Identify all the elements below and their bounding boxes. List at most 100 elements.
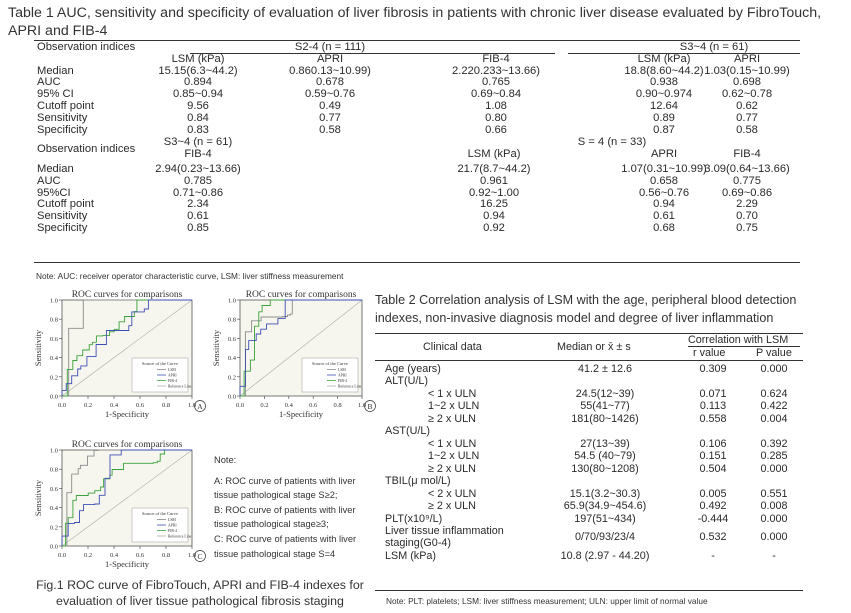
table1-row: Cutoff point 9.56 0.49 1.08 12.64 0.62 [34, 100, 800, 112]
legend-entry: LSM [168, 518, 176, 522]
figure-note-line: A: ROC curve of patients with liver [214, 475, 356, 486]
table1-group-header: S2-4 (n = 111) [294, 41, 366, 53]
table2-median-cell: 130(80~1208) [571, 462, 639, 475]
legend-title: Source of the Curve [142, 511, 178, 516]
figure1: ROC curves for comparisons 1.0 0.8 0.6 0.4 0.… [30, 286, 376, 576]
table1-cell: 0.90~0.974 [635, 88, 693, 101]
table1-header-groups: Observation indices S2-4 (n = 111) S3~4 (n… [34, 41, 800, 53]
x-axis-label: 1-Specificity [105, 559, 150, 569]
legend-entry: FIB-4 [338, 379, 347, 383]
x-tick-label: 0.6 [309, 402, 318, 409]
table1-top-rule [34, 40, 800, 41]
table2-r-cell: 0.309 [699, 362, 727, 375]
table2-bottom-rule [375, 590, 803, 591]
table1-cell: 21.7(8.7~44.2) [457, 163, 531, 175]
legend-entry: LSM [168, 368, 176, 372]
table2-p-header: P value [756, 347, 792, 359]
table1-cell: 0.89 [653, 111, 675, 124]
figure-note-line: Note: [214, 455, 237, 465]
table2-row-label: ≥ 2 x ULN [428, 462, 476, 475]
table1-row-label: Median [37, 64, 74, 77]
y-tick-label: 0.0 [50, 394, 58, 401]
y-tick-label: 0.8 [50, 467, 58, 474]
table1-note: Note: AUC: receiver operator characteris… [36, 271, 344, 281]
table1-cell: 0.77 [736, 111, 758, 124]
table2-row: < 1 x ULN 27(13~39) 0.106 0.392 [375, 438, 803, 450]
table1-row-label: Specificity [37, 222, 88, 234]
roc-plot-b: ROC curves for comparisons 1.0 0.8 0.6 0.4 0.… [211, 289, 376, 419]
table2-p-cell: - [772, 549, 776, 562]
table1-cell: 0.68 [653, 222, 675, 234]
table2-corr-header: Correlation with LSM [688, 334, 789, 346]
table1-row: Sensitivity 0.61 0.94 0.61 0.70 [34, 210, 800, 222]
table1-cell: 0.84 [187, 111, 209, 124]
table2-row-label: LSM (kPa) [385, 549, 436, 562]
table1-cell: 16.25 [480, 198, 508, 211]
table2-row-label: PLT(x10⁹/L) [385, 512, 443, 525]
table1-cell: 0.860.13~10.99) [289, 64, 371, 77]
table1-row: Specificity 0.85 0.92 0.68 0.75 [34, 222, 800, 234]
table1-cell: 12.64 [650, 100, 678, 112]
table2-median-cell: 41.2 ± 12.6 [578, 362, 632, 375]
table1-group-header: S3~4 (n = 61) [679, 41, 749, 53]
x-tick-label: 1.0 [358, 402, 366, 409]
x-tick-label: 0.6 [136, 402, 145, 409]
table1-cell: 0.785 [184, 174, 212, 187]
table1-row: 95% CI 0.85~0.94 0.59~0.76 0.69~0.84 0.90~0.… [34, 88, 800, 100]
y-tick-label: 0.2 [228, 374, 236, 381]
table2-row: < 1 x ULN 24.5(12~39) 0.071 0.624 [375, 388, 803, 400]
table2-row: AST(U/L) [375, 425, 803, 437]
table2-row-label: ≥ 2 x ULN [428, 412, 476, 425]
table1-col-header: LSM (kPa) [637, 52, 691, 65]
table2-median-cell: 54.5 (40~79) [574, 450, 636, 462]
table1-row-label: Sensitivity [37, 111, 88, 124]
table2-row: PLT(x10⁹/L) 197(51~434) -0.444 0.000 [375, 513, 803, 525]
table2-row-label: AST(U/L) [385, 425, 430, 437]
table1-cell: 0.94 [653, 198, 675, 211]
table2-row-label: Liver tissue inflammation [385, 525, 504, 537]
legend-entry: Reference Line [168, 535, 192, 539]
x-tick-label: 0.2 [84, 402, 92, 409]
table1-row: AUC 0.785 0.961 0.658 0.775 [34, 175, 800, 187]
table1-cell: 2.29 [736, 198, 758, 211]
y-tick-label: 0.6 [50, 336, 59, 343]
table2-r-cell: 0.071 [699, 387, 727, 400]
table2-row: TBIL(μ mol/L) [375, 475, 803, 487]
table2-row: Age (years) 41.2 ± 12.6 0.309 0.000 [375, 363, 803, 375]
legend-entry: FIB-4 [168, 379, 177, 383]
y-tick-label: 0.2 [50, 524, 58, 531]
table1-cell: 0.59~0.76 [304, 88, 356, 101]
table2-r-cell: 0.532 [699, 531, 727, 543]
table2-r-cell: - [711, 549, 715, 562]
table2-r-cell: 0.113 [699, 400, 727, 412]
x-tick-label: 1.0 [188, 402, 196, 409]
table1-cell: 0.678 [316, 76, 344, 89]
figure-note-line: B: ROC curve of patients with liver [214, 504, 356, 515]
table1-cell: 9.56 [187, 100, 209, 112]
table1-row: Sensitivity 0.84 0.77 0.80 0.89 0.77 [34, 112, 800, 124]
table2-row: < 2 x ULN 15.1(3.2~30.3) 0.005 0.551 [375, 488, 803, 500]
figure1-note: Note: A: ROC curve of patients with liver… [214, 453, 374, 561]
table2-row: ≥ 2 x ULN 130(80~1208) 0.504 0.000 [375, 463, 803, 475]
table1-cell: 1.03(0.15~10.99) [704, 64, 790, 77]
table1-row-label: AUC [37, 174, 61, 187]
table1-col-header: APRI [733, 52, 761, 65]
legend-entry: Reference Line [168, 385, 192, 389]
table1-cell: 0.894 [184, 76, 212, 89]
table2-row-label: < 1 x ULN [428, 387, 477, 400]
table2-p-cell: 0.551 [760, 487, 788, 500]
roc-curve-lsm [62, 299, 192, 397]
table1-row-label: 95%CI [37, 186, 71, 199]
y-tick-label: 0.4 [50, 355, 59, 362]
table2-median-cell: 10.8 (2.97 - 44.20) [560, 549, 650, 562]
table2-median-cell: 65.9(34.9~454.6) [563, 500, 647, 512]
table2-row: 1~2 x ULN 54.5 (40~79) 0.151 0.285 [375, 450, 803, 462]
table1-cell: 0.80 [485, 111, 507, 124]
table1-cell: 0.765 [482, 76, 510, 89]
table1-row-label: AUC [37, 76, 61, 89]
legend-entry: LSM [338, 368, 346, 372]
table1-group-header: S3~4 (n = 61) [163, 136, 233, 149]
table2-note: Note: PLT: platelets; LSM: liver stiffne… [386, 596, 708, 606]
table1-cell: 0.75 [736, 222, 758, 234]
table2-p-cell: 0.004 [760, 412, 788, 425]
